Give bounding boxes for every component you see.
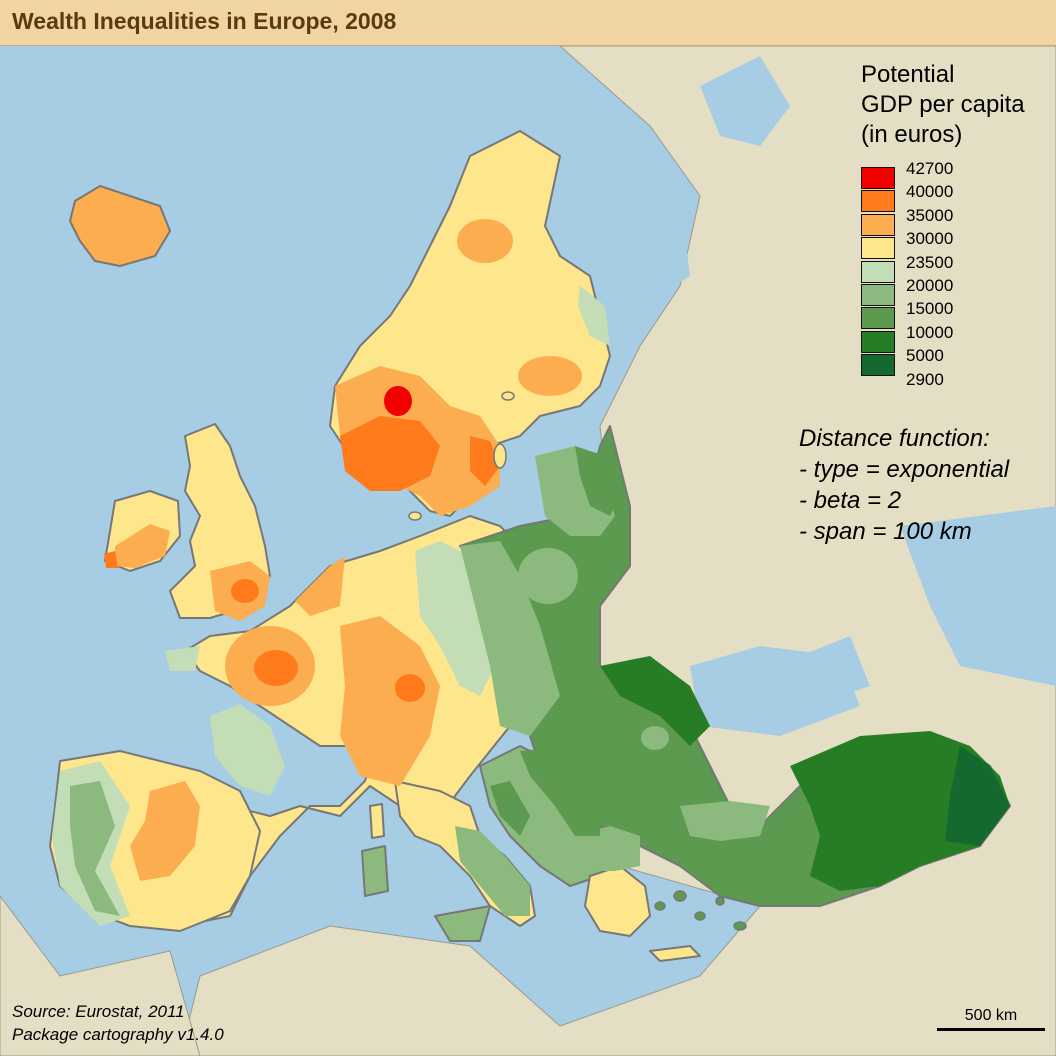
legend-label-40000: 40000 xyxy=(906,182,954,202)
legend-swatch-42700 xyxy=(861,167,895,189)
legend-swatch-23500 xyxy=(861,260,895,283)
legend-swatch-10000 xyxy=(861,330,895,353)
legend-title-line-2: GDP per capita xyxy=(861,91,1025,118)
zone-east-turkey-5000 xyxy=(945,746,1010,846)
zone-france-southwest-23500 xyxy=(210,704,285,796)
zone-central-europe-20000 xyxy=(460,541,560,736)
legend-label-20000: 20000 xyxy=(906,276,954,295)
zone-dalmatia-15000 xyxy=(490,781,530,836)
zone-north-germany-35000 xyxy=(295,556,345,616)
aegean-islands xyxy=(654,890,747,931)
region-sardinia xyxy=(361,845,389,897)
region-corsica xyxy=(369,803,385,839)
region-iceland xyxy=(69,185,171,267)
zone-poland-20000 xyxy=(518,548,578,604)
scale-bar-line xyxy=(937,1028,1045,1031)
distance-function-line-2: - type = exponential xyxy=(799,456,1010,483)
legend-swatch-30000 xyxy=(861,237,895,260)
scale-bar-label: 500 km xyxy=(964,1007,1018,1024)
legend-label-5000: 5000 xyxy=(906,346,944,366)
distance-function-line-4: - span = 100 km xyxy=(799,518,972,545)
title-bar: Wealth Inequalities in Europe, 2008 xyxy=(0,0,1056,46)
distance-function-note: Distance function: - type = exponential … xyxy=(799,423,1009,547)
region-greece xyxy=(584,865,651,937)
baltic-islands xyxy=(408,391,515,521)
region-sicily xyxy=(434,905,491,942)
region-crete xyxy=(649,945,701,962)
value-surface xyxy=(52,219,1010,926)
legend-label-10000: 10000 xyxy=(906,322,954,342)
zone-brittany-23500 xyxy=(165,646,200,671)
distance-function-line-3: - beta = 2 xyxy=(799,487,902,514)
zone-norway-42700 xyxy=(384,386,412,416)
legend-label-2900: 2900 xyxy=(906,369,944,389)
zone-istanbul-20000 xyxy=(680,801,770,841)
source-line-1: Source: Eurostat, 2011 xyxy=(12,1002,185,1021)
scale-bar: 500 km xyxy=(937,1007,1045,1031)
legend-label-23500: 23500 xyxy=(906,252,954,272)
zone-romania-20000 xyxy=(641,726,669,750)
map-canvas[interactable] xyxy=(0,46,1056,1056)
source-note: Source: Eurostat, 2011 Package cartograp… xyxy=(12,1000,224,1046)
legend-label-15000: 15000 xyxy=(906,299,954,319)
legend-label-30000: 30000 xyxy=(906,229,954,249)
zone-north-greece-20000 xyxy=(575,826,640,871)
legend-swatch-20000 xyxy=(861,284,895,306)
legend-title: Potential GDP per capita (in euros) xyxy=(861,60,1051,150)
zone-balkans-15000 xyxy=(520,746,600,836)
zone-ukraine-10000 xyxy=(600,656,710,746)
zone-portugal-20000 xyxy=(70,781,120,916)
legend-swatch-5000 xyxy=(861,354,895,377)
zone-norway-40000 xyxy=(340,416,440,491)
zone-spain-35000 xyxy=(130,781,200,881)
legend-label-35000: 35000 xyxy=(906,205,954,225)
zone-ireland-40000 xyxy=(104,551,118,568)
zone-paris-40000 xyxy=(254,650,298,686)
zone-benelux-germany-35000 xyxy=(340,616,440,786)
zone-sweden-40000 xyxy=(470,436,500,486)
source-line-2: Package cartography v1.4.0 xyxy=(12,1025,224,1044)
legend-title-line-3: (in euros) xyxy=(861,121,963,148)
zone-finland-35000 xyxy=(518,356,582,396)
zone-ireland-35000 xyxy=(115,524,170,568)
zone-baltics-15000 xyxy=(575,446,625,516)
legend-title-line-1: Potential xyxy=(861,61,955,88)
zone-finland-23500 xyxy=(578,286,610,346)
zone-south-italy-20000 xyxy=(455,826,530,916)
legend-swatch-40000 xyxy=(861,190,895,213)
legend-swatch-15000 xyxy=(861,307,895,330)
zone-munich-40000 xyxy=(395,674,425,702)
distance-function-line-1: Distance function: xyxy=(799,425,990,452)
map-title: Wealth Inequalities in Europe, 2008 xyxy=(12,8,397,34)
legend-swatch-35000 xyxy=(861,213,895,236)
zone-london-40000 xyxy=(231,579,259,603)
outer-seas xyxy=(610,56,1056,736)
legend-label-42700: 42700 xyxy=(906,159,954,178)
zone-north-sweden-35000 xyxy=(457,219,513,263)
